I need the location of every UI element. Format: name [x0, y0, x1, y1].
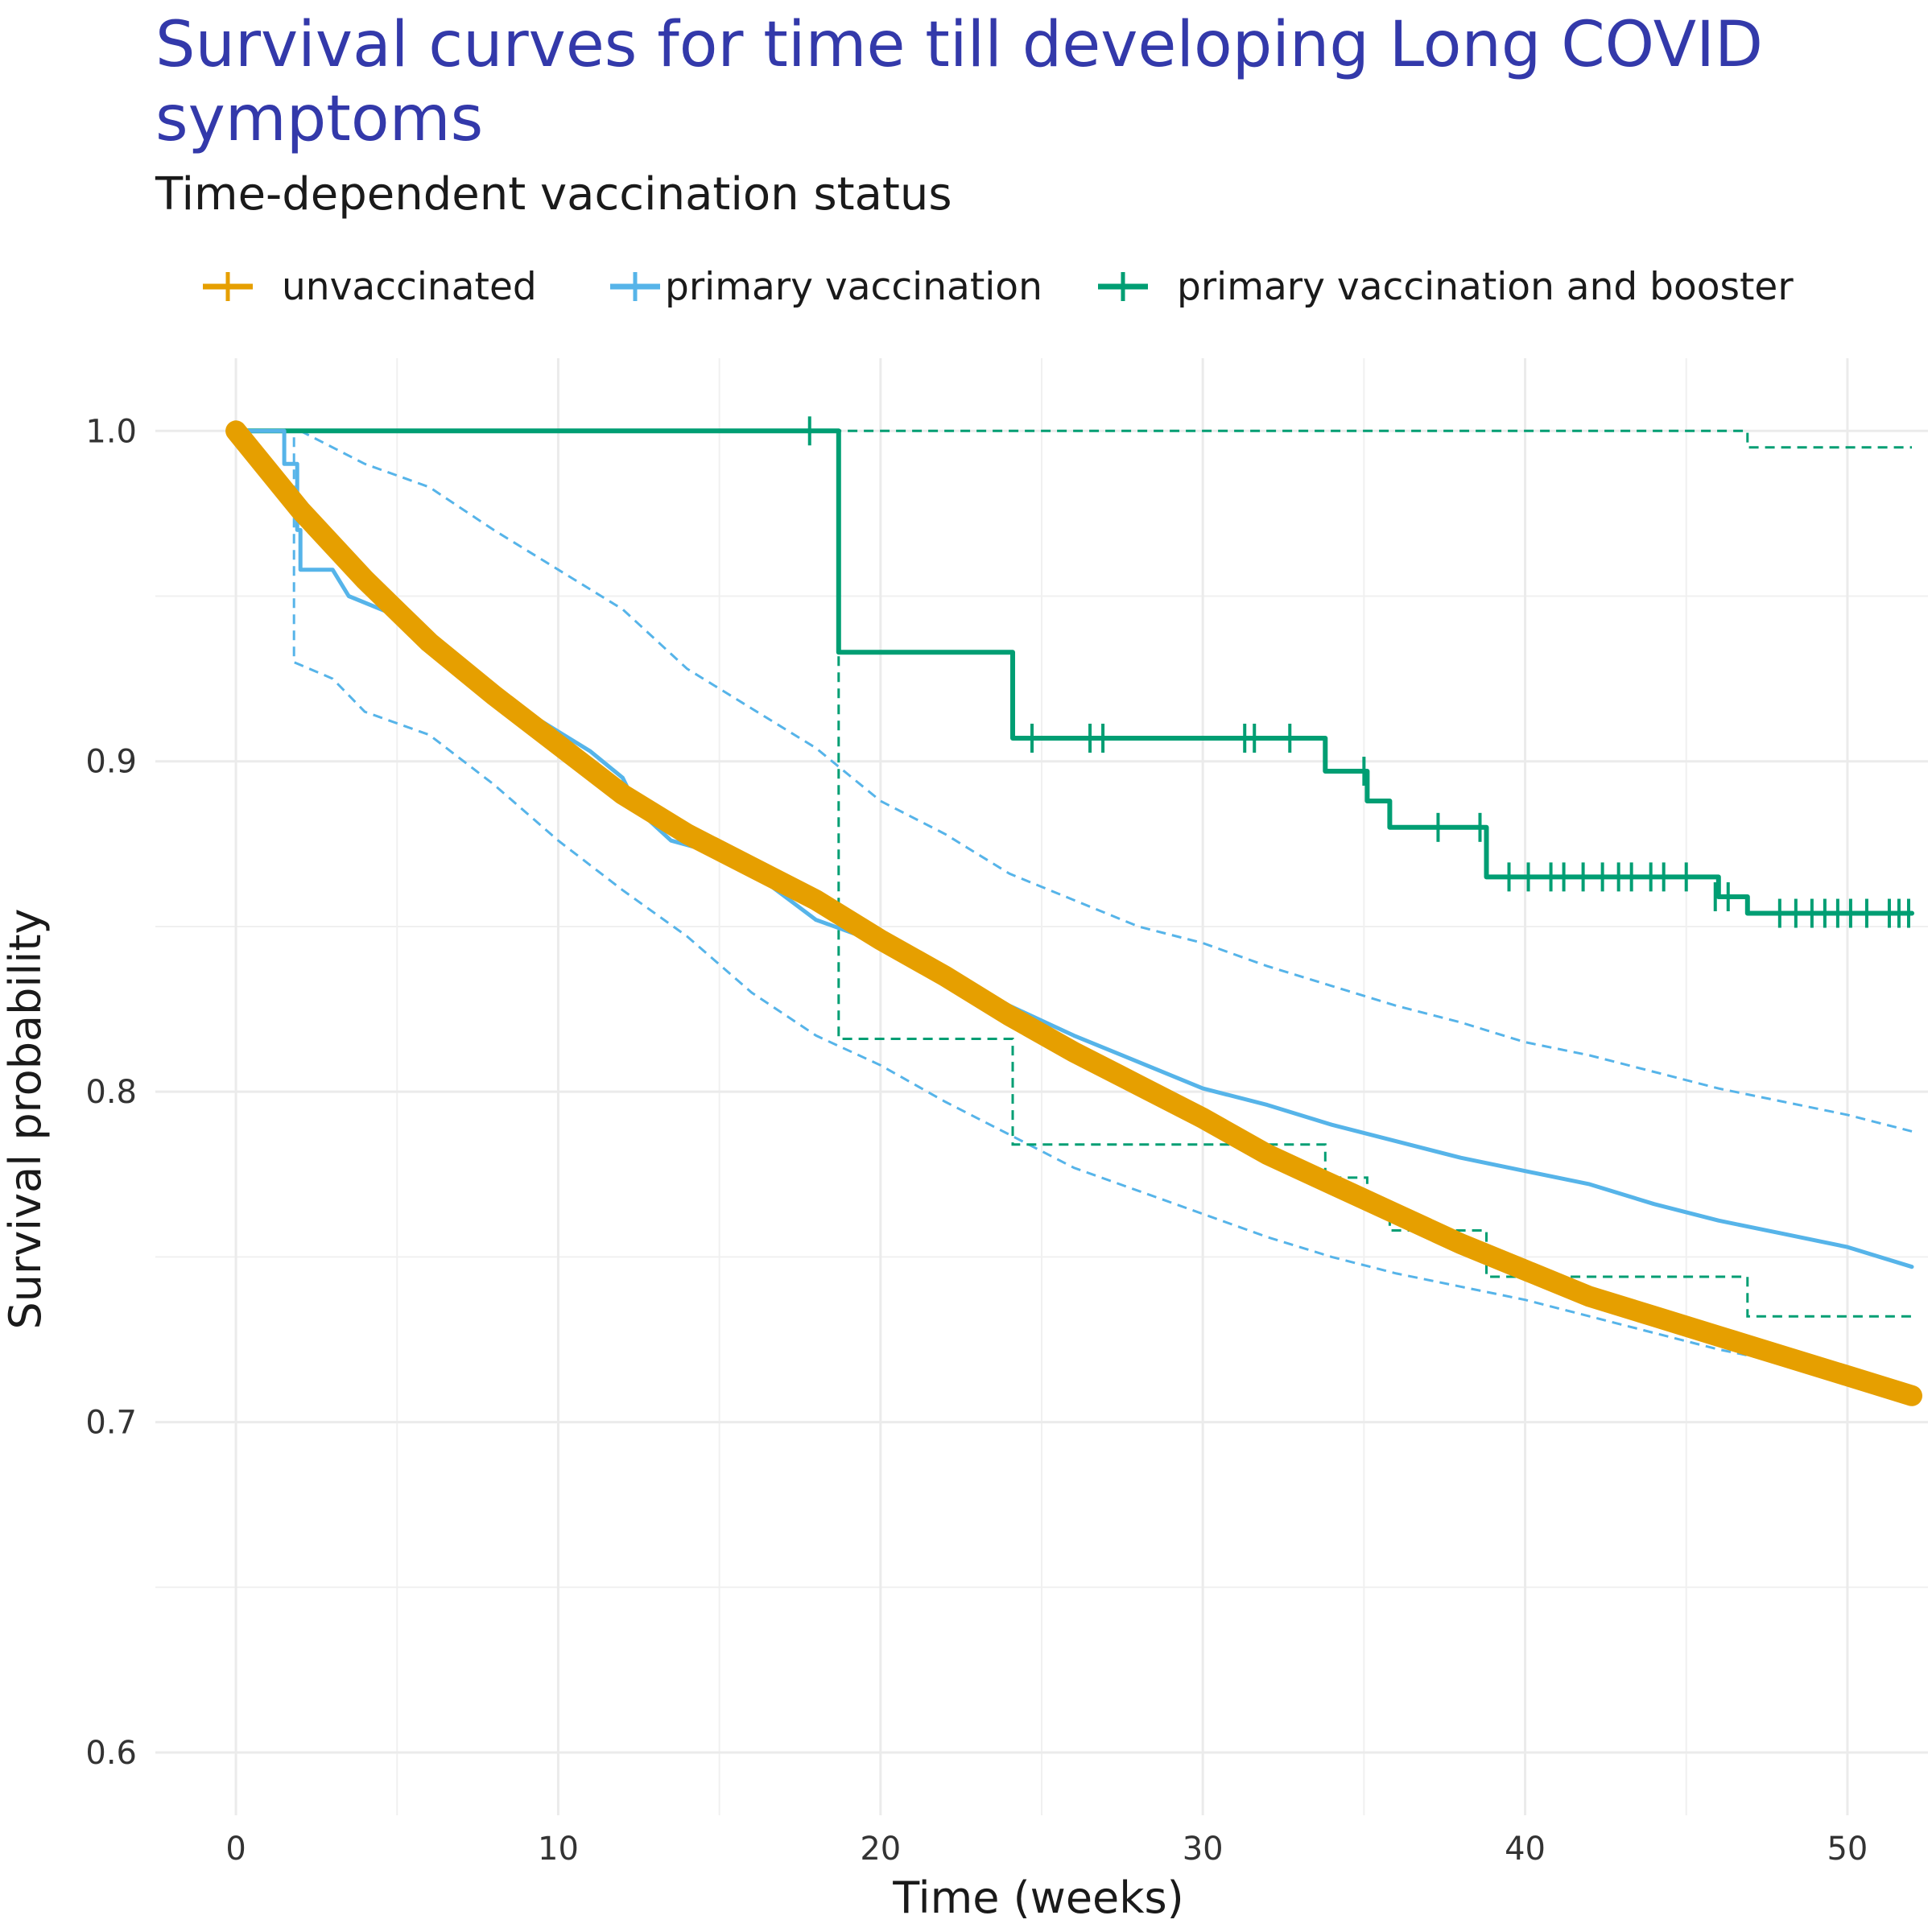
censor-marks: [807, 416, 1910, 928]
legend-item-primary-vaccination: primary vaccination: [610, 265, 1042, 309]
ci-upper-primary-vaccination: [236, 429, 1913, 1133]
curve-booster: [233, 428, 1914, 916]
grid: [155, 358, 1928, 1815]
legend-label-primary-vaccination: primary vaccination: [665, 265, 1042, 309]
chart-subtitle: Time-dependent vaccination status: [155, 168, 952, 221]
y-tick-label: 0.9: [85, 744, 137, 781]
y-tick-label: 0.7: [85, 1405, 137, 1442]
x-axis-ticks: 0 10 20 30 40 50: [225, 1831, 1868, 1868]
curve-primary-vaccination: [233, 428, 1914, 1269]
x-tick-label: 50: [1827, 1831, 1868, 1868]
ci-lower-booster: [837, 431, 1912, 1318]
x-tick-label: 10: [538, 1831, 579, 1868]
x-tick-label: 20: [860, 1831, 901, 1868]
survival-curves: [225, 420, 1922, 1406]
y-tick-label: 1.0: [85, 413, 137, 450]
legend-item-booster: primary vaccination and booster: [1098, 265, 1794, 309]
x-tick-label: 0: [225, 1831, 246, 1868]
curve-unvaccinated: [225, 420, 1922, 1406]
y-tick-label: 0.8: [85, 1074, 137, 1111]
ci-lower-primary-vaccination: [236, 429, 1913, 1397]
legend-label-booster: primary vaccination and booster: [1177, 265, 1794, 309]
chart-title-line2: symptoms: [155, 83, 483, 155]
y-tick-label: 0.6: [85, 1735, 137, 1772]
confidence-bands: [236, 429, 1913, 1397]
legend-label-unvaccinated: unvaccinated: [282, 265, 537, 309]
legend-item-unvaccinated: unvaccinated: [203, 265, 537, 309]
ci-upper-booster: [236, 429, 1912, 449]
x-tick-label: 40: [1505, 1831, 1546, 1868]
y-axis-title: Survival probability: [0, 909, 51, 1330]
chart-title-line1: Survival curves for time till developing…: [155, 9, 1763, 81]
x-tick-label: 30: [1183, 1831, 1224, 1868]
y-axis-ticks: 0.6 0.7 0.8 0.9 1.0: [85, 413, 137, 1772]
legend: unvaccinated primary vaccination primary…: [203, 265, 1794, 309]
x-axis-title: Time (weeks): [892, 1872, 1183, 1923]
